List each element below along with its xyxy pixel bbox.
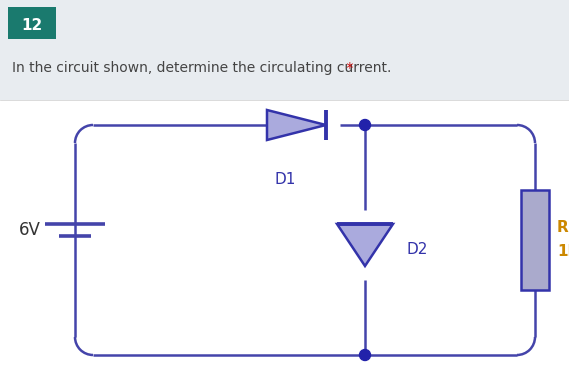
Text: D2: D2 <box>407 242 428 257</box>
Text: 1K: 1K <box>557 244 569 260</box>
Bar <box>521 190 549 290</box>
Polygon shape <box>337 224 393 266</box>
Bar <box>0 100 569 383</box>
Text: 12: 12 <box>22 18 43 33</box>
Bar <box>8 7 56 39</box>
Circle shape <box>360 350 370 360</box>
Bar <box>0 0 569 100</box>
Text: D1: D1 <box>274 172 296 188</box>
Text: In the circuit shown, determine the circulating current.: In the circuit shown, determine the circ… <box>12 61 391 75</box>
Circle shape <box>360 119 370 131</box>
Text: 6V: 6V <box>19 221 41 239</box>
Polygon shape <box>267 110 326 140</box>
Text: *: * <box>342 61 353 75</box>
Text: R1: R1 <box>557 221 569 236</box>
